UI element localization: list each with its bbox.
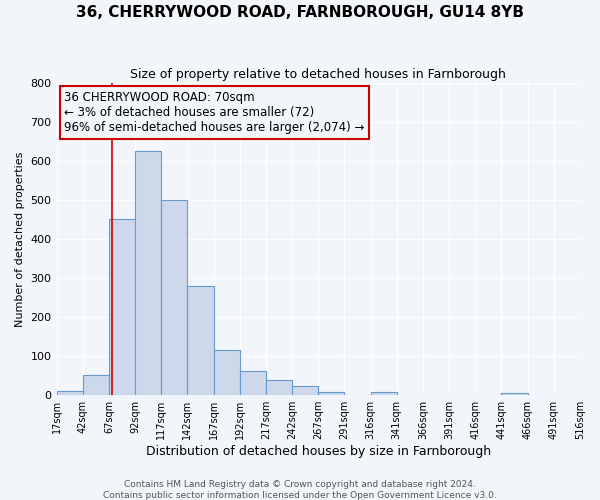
Bar	[83, 375, 109, 394]
Bar	[371, 392, 397, 394]
Title: Size of property relative to detached houses in Farnborough: Size of property relative to detached ho…	[130, 68, 506, 80]
Bar	[135, 151, 161, 394]
Bar	[318, 392, 344, 394]
Bar	[109, 220, 135, 394]
Bar	[56, 391, 83, 394]
Y-axis label: Number of detached properties: Number of detached properties	[15, 151, 25, 326]
Bar	[161, 200, 187, 394]
Bar	[502, 393, 527, 394]
Bar	[187, 286, 214, 395]
Text: 36 CHERRYWOOD ROAD: 70sqm
← 3% of detached houses are smaller (72)
96% of semi-d: 36 CHERRYWOOD ROAD: 70sqm ← 3% of detach…	[64, 91, 365, 134]
Text: Contains HM Land Registry data © Crown copyright and database right 2024.
Contai: Contains HM Land Registry data © Crown c…	[103, 480, 497, 500]
Bar	[292, 386, 318, 394]
Bar	[214, 350, 240, 395]
Bar	[266, 380, 292, 394]
Bar	[240, 372, 266, 394]
Text: 36, CHERRYWOOD ROAD, FARNBOROUGH, GU14 8YB: 36, CHERRYWOOD ROAD, FARNBOROUGH, GU14 8…	[76, 5, 524, 20]
X-axis label: Distribution of detached houses by size in Farnborough: Distribution of detached houses by size …	[146, 444, 491, 458]
